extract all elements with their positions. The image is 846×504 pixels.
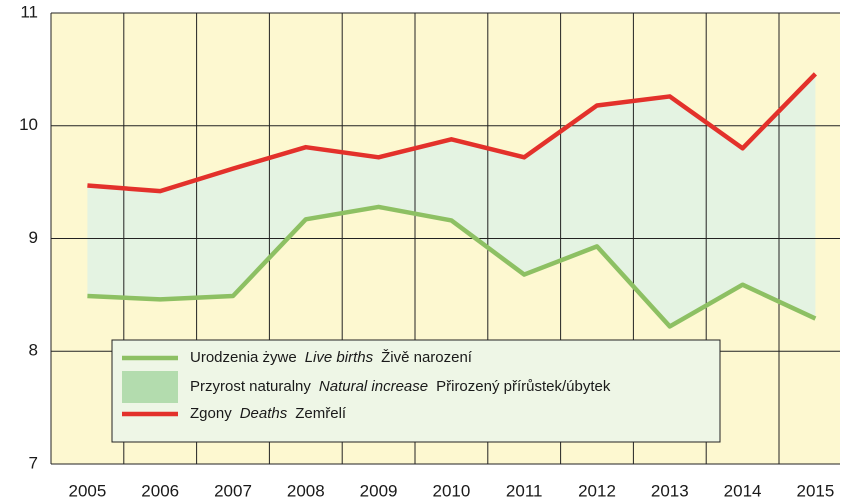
x-tick-label: 2008: [287, 481, 325, 500]
x-tick-label: 2015: [796, 481, 834, 500]
x-tick-label: 2010: [432, 481, 470, 500]
y-tick-label: 7: [29, 453, 38, 472]
legend: Urodzenia żywe Live births Živě narození Pr…: [111, 339, 721, 443]
x-tick-label: 2011: [506, 481, 543, 500]
legend-label-part: Zgony: [190, 405, 232, 422]
x-tick-label: 2006: [141, 481, 179, 500]
series-line: [87, 72, 818, 194]
legend-label-part: Přirozený přírůstek/úbytek: [436, 378, 611, 395]
legend-label-part: Przyrost naturalny: [190, 378, 311, 395]
x-tick-label: 2005: [68, 481, 106, 500]
y-tick-label: 9: [29, 228, 38, 247]
y-tick-label: 10: [19, 115, 38, 134]
series-line: [87, 204, 817, 329]
legend-box: [111, 339, 721, 443]
legend-label: Urodzenia żywe Live births Živě narození: [190, 349, 473, 366]
legend-label-part: Live births: [305, 349, 374, 366]
y-tick-label: 11: [20, 2, 38, 21]
x-tick-label: 2012: [578, 481, 616, 500]
legend-swatch: [122, 371, 178, 403]
legend-label: Zgony Deaths Zemřelí: [190, 405, 347, 422]
legend-label-part: Natural increase: [319, 378, 428, 395]
x-tick-label: 2009: [360, 481, 398, 500]
legend-label-part: Zemřelí: [295, 405, 347, 422]
x-tick-label: 2013: [651, 481, 689, 500]
legend-label-part: Deaths: [240, 405, 288, 422]
legend-label-part: Urodzenia żywe: [190, 349, 297, 366]
x-tick-label: 2007: [214, 481, 252, 500]
x-tick-label: 2014: [724, 481, 762, 500]
legend-label-part: Živě narození: [381, 349, 473, 366]
y-tick-label: 8: [29, 341, 38, 360]
legend-label: Przyrost naturalny Natural increase Přiroz…: [190, 378, 611, 395]
